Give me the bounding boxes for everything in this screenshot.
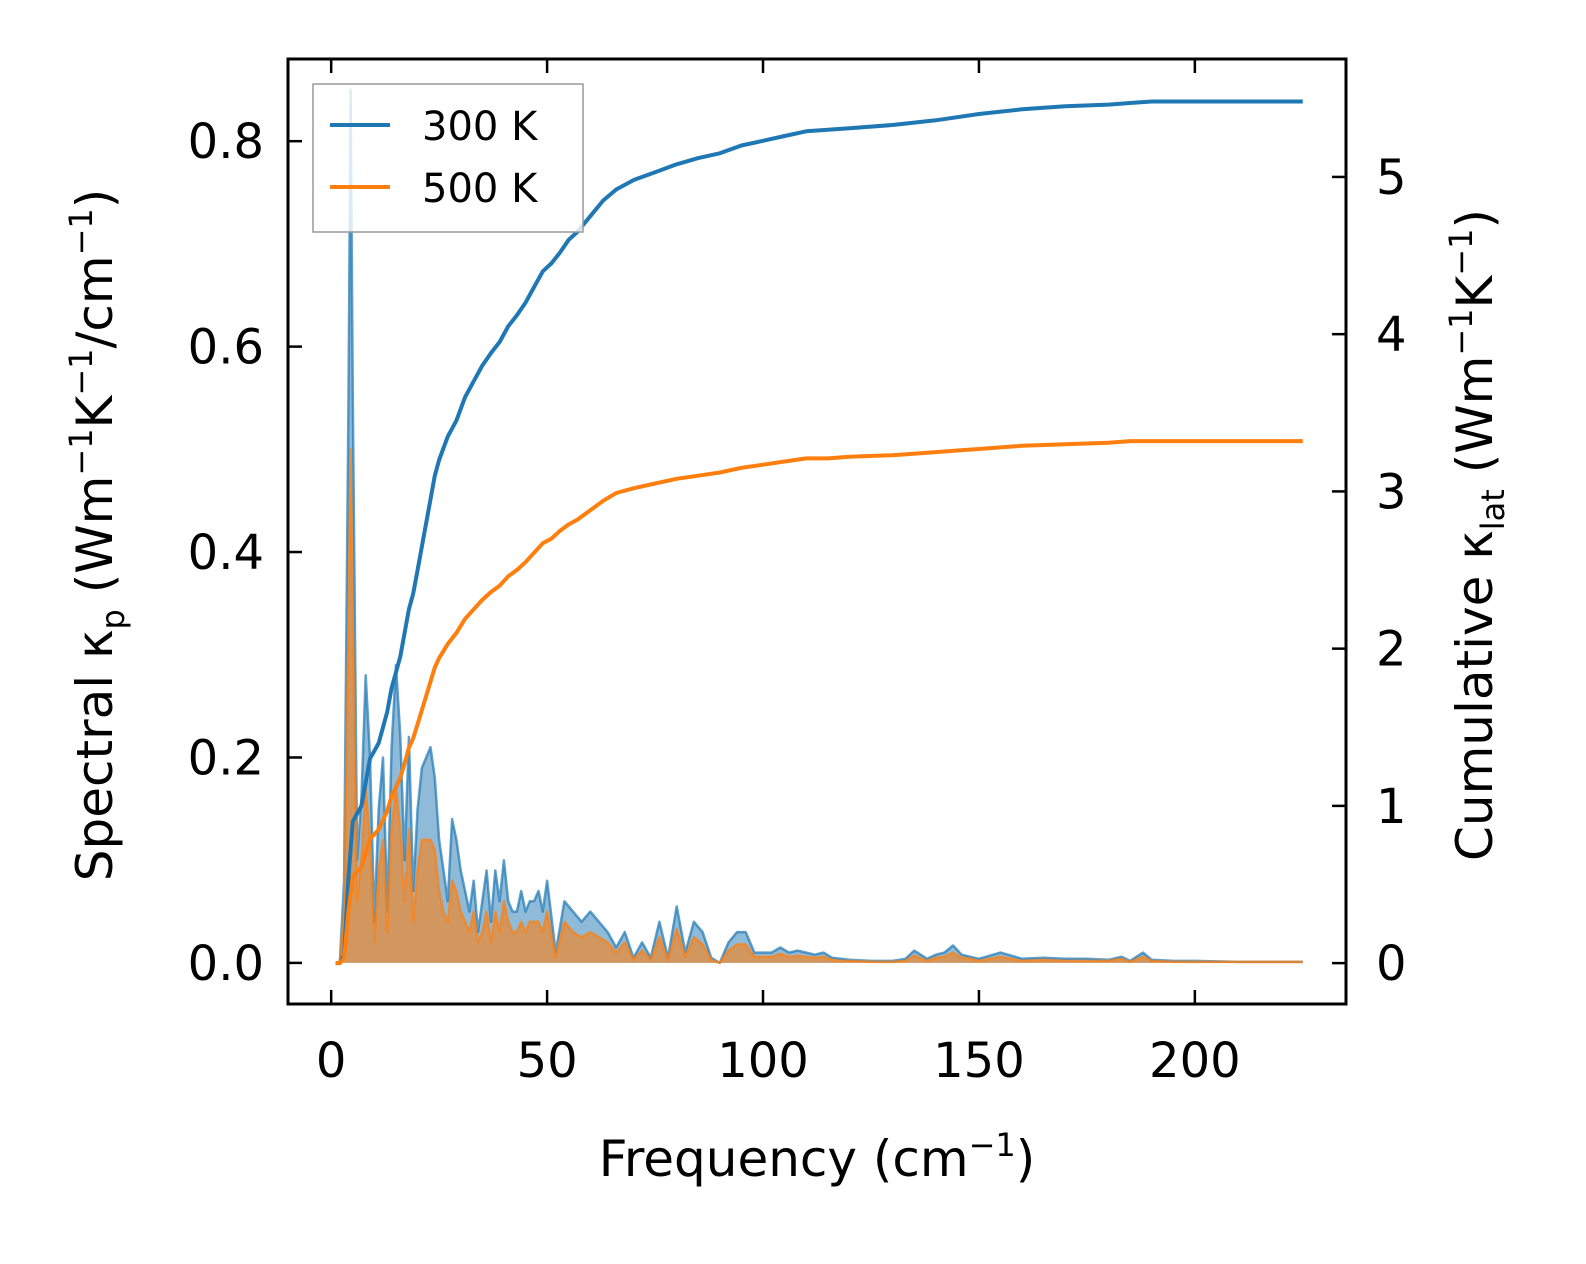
- axis-ticks: 0 50 100 150 200 0.0 0.2 0.4 0.6 0.8 0 1 2 3 4 5: [188, 59, 1407, 1089]
- y-right-tick-label: 0: [1376, 936, 1407, 992]
- plot-area: [335, 88, 1303, 966]
- y-axis-right-title: Cumulative κlat (Wm−1K−1): [1442, 209, 1512, 861]
- y-left-tick-label: 0.8: [188, 114, 264, 170]
- cumulative-line-300k: [335, 99, 1303, 966]
- y-axis-left-title: Spectral κp (Wm−1K−1/cm−1): [62, 189, 132, 882]
- y-right-tick-label: 3: [1376, 464, 1407, 520]
- spectral-area-500k: [335, 449, 1303, 963]
- legend-label-300k: 300 K: [422, 104, 539, 150]
- spectral-line-500k: [335, 448, 1303, 965]
- y-right-tick-label: 1: [1376, 779, 1407, 835]
- y-left-tick-label: 0.2: [188, 730, 264, 786]
- x-tick-label: 0: [316, 1033, 347, 1089]
- y-right-tick-label: 2: [1376, 622, 1407, 678]
- spectral-line-300k: [335, 88, 1303, 965]
- y-left-tick-label: 0.4: [188, 525, 264, 581]
- y-right-tick-label: 5: [1376, 150, 1407, 206]
- x-tick-label: 100: [717, 1033, 809, 1089]
- x-tick-label: 150: [933, 1033, 1025, 1089]
- legend-box: [312, 83, 584, 233]
- legend: 300 K 500 K: [312, 83, 584, 233]
- y-right-tick-label: 4: [1376, 307, 1407, 363]
- legend-label-500k: 500 K: [422, 166, 539, 212]
- cumulative-line-500k: [335, 439, 1303, 966]
- x-tick-label: 200: [1149, 1033, 1241, 1089]
- y-left-tick-label: 0.6: [188, 320, 264, 376]
- x-tick-label: 50: [517, 1033, 578, 1089]
- y-left-tick-label: 0.0: [188, 936, 264, 992]
- plot-frame: [286, 57, 1348, 1006]
- x-axis-title: Frequency (cm−1): [599, 1126, 1036, 1188]
